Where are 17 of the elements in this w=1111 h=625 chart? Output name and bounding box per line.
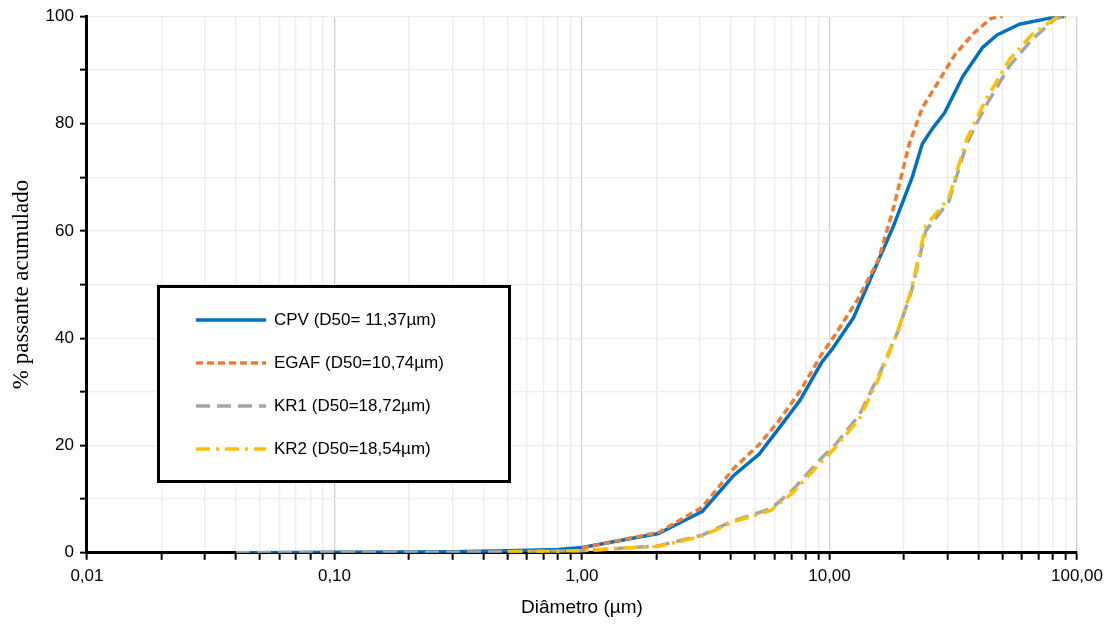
x-tick-label: 0,10 — [317, 565, 352, 585]
x-tick-label: 1,00 — [565, 565, 599, 585]
y-tick-label: 80 — [55, 113, 74, 133]
x-tick-label: 0,01 — [70, 565, 104, 585]
y-tick-label: 100 — [45, 5, 74, 25]
y-tick-label: 20 — [55, 435, 74, 455]
legend-label: KR2 (D50=18,54µm) — [274, 438, 431, 459]
y-tick-label: 60 — [55, 220, 74, 240]
y-tick-label: 0 — [64, 542, 74, 562]
y-tick-label: 40 — [55, 327, 74, 347]
y-axis-title: % passante acumulado — [7, 179, 33, 390]
legend-label: KR1 (D50=18,72µm) — [274, 395, 431, 416]
x-axis-title: Diâmetro (µm) — [521, 595, 643, 617]
legend-label: EGAF (D50=10,74µm) — [274, 352, 444, 373]
x-tick-label: 10,00 — [808, 565, 851, 585]
x-tick-label: 100,00 — [1051, 565, 1103, 585]
legend-label: CPV (D50= 11,37µm) — [274, 309, 437, 330]
